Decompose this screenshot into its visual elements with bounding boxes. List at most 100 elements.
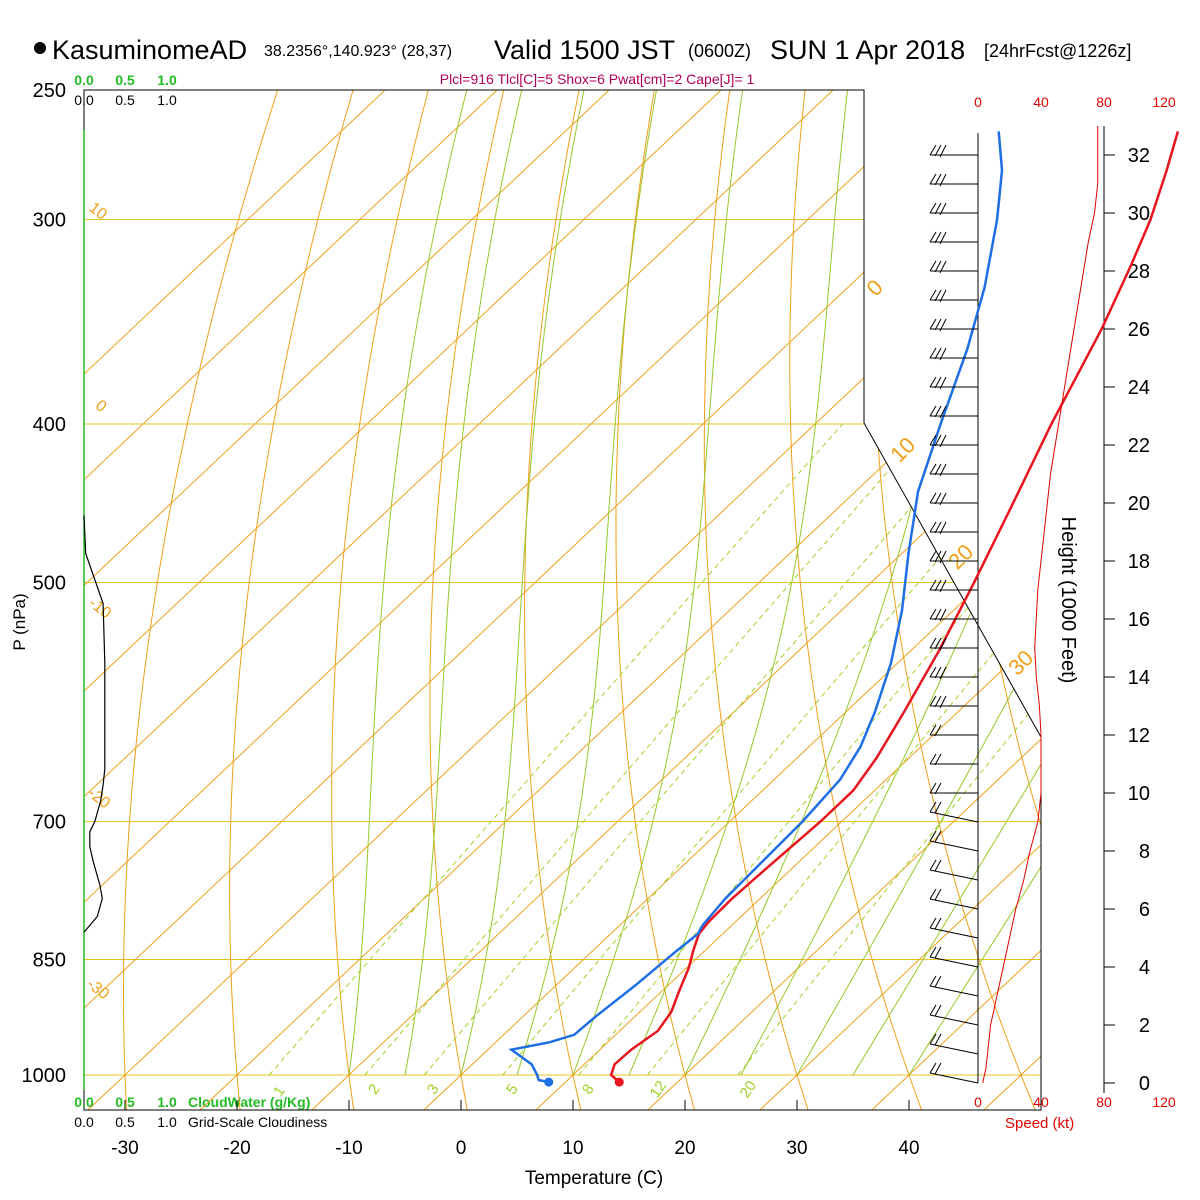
wind-barb bbox=[929, 869, 979, 881]
pressure-tick-label: 400 bbox=[33, 414, 66, 436]
wind-barb-flag bbox=[939, 260, 947, 274]
mixing-ratio-line bbox=[423, 423, 984, 1076]
wind-barb-flag bbox=[929, 782, 937, 794]
cloudwater-scale-top: 0.0 bbox=[74, 72, 94, 88]
height-tick-label: 4 bbox=[1139, 957, 1150, 979]
temperature-tick-label: 40 bbox=[898, 1138, 919, 1159]
isotherm-line bbox=[164, 90, 1041, 1110]
height-tick-label: 22 bbox=[1128, 435, 1150, 457]
height-tick-label: 18 bbox=[1128, 551, 1150, 573]
pressure-tick-label: 250 bbox=[33, 80, 66, 102]
pressure-tick-label: 850 bbox=[33, 950, 66, 972]
station-coords: 38.2356°,140.923° (28,37) bbox=[264, 43, 452, 60]
wind-barb-flag bbox=[929, 405, 937, 417]
wind-barb-flag bbox=[934, 579, 942, 592]
height-tick-label: 28 bbox=[1128, 261, 1150, 283]
cloudwater-label: CloudWater (g/Kg) bbox=[188, 1094, 310, 1110]
wind-barb-flag bbox=[939, 231, 947, 245]
wind-barb-flag bbox=[934, 289, 942, 302]
wind-barb-flag bbox=[934, 753, 942, 766]
wind-barb-flag bbox=[934, 695, 942, 708]
wind-barb-flag bbox=[929, 463, 937, 475]
wind-barb-flag bbox=[929, 946, 937, 958]
wind-barb-flag bbox=[934, 173, 942, 186]
wind-barb-flag bbox=[939, 318, 947, 332]
wind-barb-flag bbox=[929, 917, 937, 929]
wind-barb-flag bbox=[929, 666, 937, 678]
wind-barb-flag bbox=[934, 376, 942, 389]
isotherm-line bbox=[612, 90, 1041, 1110]
moist-adiabat-line bbox=[404, 90, 563, 1076]
wind-barb-flag bbox=[929, 144, 937, 156]
wind-barb-flag bbox=[929, 579, 937, 591]
valid-date: SUN 1 Apr 2018 bbox=[770, 35, 965, 65]
wind-barb-flag bbox=[929, 318, 937, 330]
wind-barb-flag bbox=[929, 1004, 937, 1016]
dry-adiabat-line bbox=[1030, 90, 1041, 1110]
speed-tick-label-bottom: 40 bbox=[1033, 1094, 1049, 1110]
wind-barbs bbox=[929, 144, 979, 1084]
dry-adiabat-line bbox=[331, 90, 475, 1110]
pressure-tick-label: 300 bbox=[33, 210, 66, 232]
isotherm-line bbox=[84, 90, 1041, 1110]
dry-adiabat-line bbox=[789, 90, 935, 1110]
wind-barb-flag bbox=[939, 202, 947, 216]
wind-barb-flag bbox=[934, 260, 942, 273]
wind-barb-flag bbox=[929, 753, 937, 765]
cloudiness-scale-top: 1.0 bbox=[157, 92, 177, 108]
wind-barb-flag bbox=[939, 289, 947, 303]
height-tick-label: 26 bbox=[1128, 319, 1150, 341]
wind-barb-flag bbox=[934, 1033, 942, 1046]
temperature-tick-label: 10 bbox=[562, 1138, 583, 1159]
y-axis-label: P (nPa) bbox=[10, 593, 29, 650]
wind-barb-flag bbox=[929, 859, 937, 871]
isotherm-line bbox=[84, 90, 554, 1110]
wind-barb bbox=[929, 985, 979, 997]
pressure-tick-label: 1000 bbox=[22, 1065, 67, 1087]
mixing-ratio-label: 5 bbox=[503, 1081, 522, 1098]
wind-barb-flag bbox=[939, 347, 947, 361]
isotherm-line bbox=[84, 90, 1041, 1110]
wind-barb-flag bbox=[934, 801, 942, 814]
cloudwater-scale-bottom: 0.0 bbox=[74, 1094, 94, 1110]
dry-adiabat-line bbox=[615, 90, 705, 1110]
wind-barb-flag bbox=[939, 144, 947, 158]
wind-barb-flag bbox=[929, 801, 937, 813]
speed-tick-label-bottom: 0 bbox=[974, 1094, 982, 1110]
cloudwater-scale-top: 1.0 bbox=[157, 72, 177, 88]
wind-barb-flag bbox=[929, 434, 937, 446]
height-tick-label: 32 bbox=[1128, 145, 1150, 167]
wind-barb-flag bbox=[929, 231, 937, 243]
isotherm-line bbox=[84, 90, 1041, 1110]
wind-barb-flag bbox=[929, 608, 937, 620]
wind-barb-flag bbox=[929, 492, 937, 504]
moist-adiabat-line bbox=[348, 90, 512, 1076]
mixing-ratio-line bbox=[737, 423, 1041, 1076]
mixing-ratio-line bbox=[502, 423, 1041, 1076]
isotherm-line bbox=[84, 90, 1002, 1110]
moist-adiabat-line bbox=[516, 90, 690, 1076]
mixing-ratio-line bbox=[268, 423, 844, 1076]
dry-adiabat-line bbox=[703, 90, 820, 1110]
wind-barb-flag bbox=[939, 405, 947, 419]
wind-barb bbox=[929, 811, 979, 823]
wind-barb-flag bbox=[934, 144, 942, 157]
wind-barb-flag bbox=[939, 173, 947, 187]
plot-frame bbox=[83, 89, 1115, 1111]
temperature-tick-label: -20 bbox=[223, 1138, 250, 1159]
height-tick-label: 14 bbox=[1128, 667, 1150, 689]
moist-adiabat-line bbox=[684, 90, 994, 1076]
wind-barb-flag bbox=[929, 550, 937, 562]
forecast-info: [24hrFcst@1226z] bbox=[984, 41, 1131, 61]
mixing-ratio-label: 20 bbox=[737, 1078, 760, 1101]
isotherm-line bbox=[724, 90, 1041, 1110]
pressure-tick-label: 700 bbox=[33, 812, 66, 834]
moist-adiabat-line bbox=[908, 90, 1041, 1076]
speed-tick-label-top: 40 bbox=[1033, 94, 1049, 110]
wind-barb bbox=[929, 927, 979, 939]
speed-tick-label-top: 0 bbox=[974, 94, 982, 110]
wind-barb-flag bbox=[939, 579, 947, 593]
temperature-tick-label: -10 bbox=[335, 1138, 362, 1159]
wind-barb-flag bbox=[934, 637, 942, 650]
